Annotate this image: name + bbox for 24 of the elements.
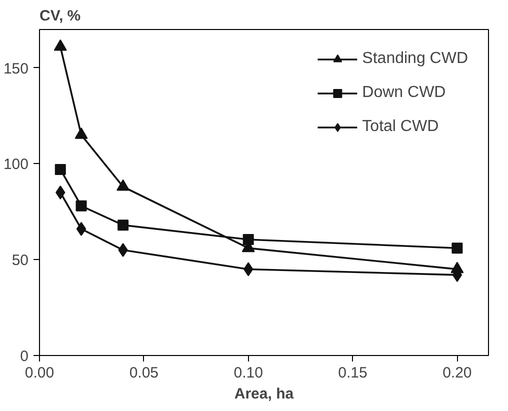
x-axis-title: Area, ha — [234, 386, 294, 402]
point — [116, 179, 130, 191]
legend-label: Total CWD — [362, 118, 439, 136]
point — [452, 242, 463, 254]
y-tick-label: 50 — [12, 252, 29, 270]
point — [56, 186, 66, 200]
point — [76, 200, 87, 212]
x-tick-label: 0.15 — [338, 364, 368, 382]
point — [118, 220, 129, 231]
x-tick-label: 0.20 — [442, 364, 472, 382]
point — [54, 164, 66, 175]
point — [74, 128, 88, 139]
legend-label: Down CWD — [362, 84, 446, 102]
y-tick-label: 150 — [3, 60, 29, 78]
x-tick-label: 0.00 — [24, 364, 54, 382]
point — [54, 39, 67, 51]
point — [242, 234, 254, 245]
x-tick-label: 0.05 — [129, 364, 159, 382]
y-tick-label: 100 — [3, 156, 29, 174]
y-axis-title: CV, % — [40, 8, 81, 24]
legend-label: Standing CWD — [362, 50, 468, 68]
point — [76, 222, 86, 236]
y-tick-label: 0 — [20, 348, 28, 365]
x-tick-label: 0.10 — [234, 364, 263, 382]
